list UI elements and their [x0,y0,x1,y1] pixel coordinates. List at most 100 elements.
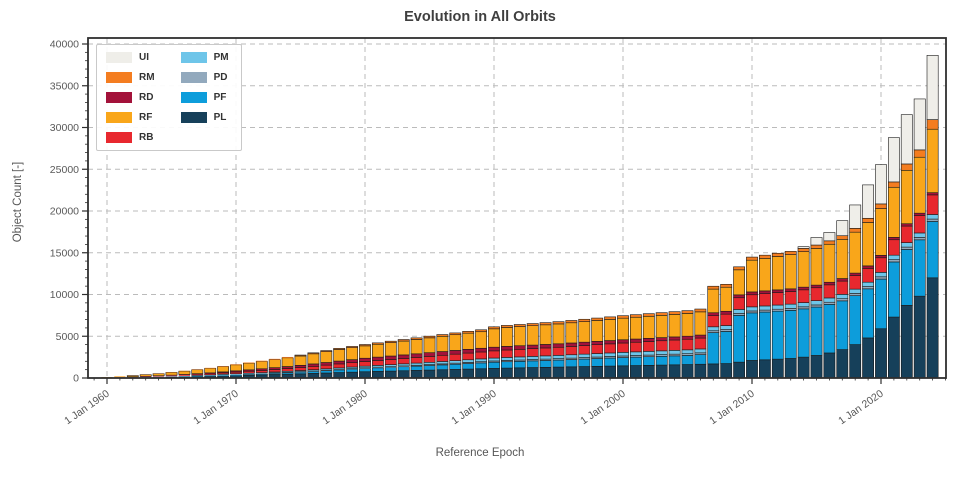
bar-segment [733,361,745,379]
bar-segment [204,372,216,374]
bar-segment [758,254,771,259]
bar-segment [604,343,616,354]
bar-segment [475,358,487,362]
bar-segment [642,341,655,352]
bar-segment [371,367,384,372]
bar-segment [423,361,436,365]
bar-segment [784,308,797,311]
bar-segment [617,365,629,379]
bar-segment [836,280,849,295]
bar-segment [230,373,242,375]
legend-swatch-PF [180,92,207,103]
bar-segment [849,293,862,296]
bar-segment [449,350,462,355]
x-tick-label: 1 Jan 2020 [836,388,886,428]
y-tick-label: 35000 [50,80,79,92]
bar-segment [436,369,449,379]
bar-segment [513,349,526,358]
bar-segment [823,304,836,354]
bar-segment [655,364,668,379]
bar-segment [900,242,913,248]
bar-segment [578,318,591,322]
bar-segment [152,373,165,377]
bar-segment [526,348,539,357]
bar-segment [410,339,423,355]
bar-segment [746,306,758,312]
bar-segment [475,351,487,360]
bar-segment [346,359,358,363]
bar-segment [668,364,681,379]
bar-segment [552,346,565,356]
bar-segment [862,222,874,267]
bar-segment [875,276,887,280]
bar-segment [733,266,745,271]
bar-segment [900,223,913,227]
bar-segment [810,287,823,301]
bar-segment [887,181,900,188]
bar-segment [410,337,423,340]
bar-segment [500,325,513,328]
bar-segment [604,357,616,367]
bar-segment [578,341,591,346]
bar-segment [784,310,797,359]
legend-swatch-RF [106,112,132,123]
legend: UI RM RD RF RB PM PD PF PL [96,44,242,151]
bar-segment [204,375,216,377]
bar-segment [694,337,707,350]
bar-segment [591,320,604,342]
y-tick-label: 5000 [56,331,80,343]
bar-segment [797,306,810,310]
bar-segment [320,362,333,366]
bar-segment [875,164,887,205]
bar-segment [642,313,655,317]
bar-segment [668,355,681,366]
bar-segment [720,286,733,312]
bar-segment [707,363,720,379]
x-tick-label: 1 Jan 1970 [191,388,241,428]
bar-segment [836,220,849,237]
bar-segment [655,350,668,355]
bar-segment [139,374,152,377]
bar-segment [539,360,552,368]
bar-segment [784,303,797,309]
bar-segment [862,286,874,290]
bar-segment [423,352,436,357]
bar-segment [384,342,397,357]
x-tick-label: 1 Jan 2000 [578,388,628,428]
bar-segment [797,248,810,252]
legend-column: PM PD PF PL [180,52,229,143]
bar-segment [204,368,217,374]
bar-segment [578,358,591,367]
bar-segment [410,357,423,364]
bar-segment [694,311,707,336]
bar-segment [681,349,694,354]
bar-segment [307,366,320,370]
bar-segment [320,350,333,352]
bar-segment [423,335,436,339]
bar-segment [642,338,655,342]
y-tick-label: 10000 [50,289,79,301]
bar-segment [513,356,526,361]
bar-segment [746,291,758,296]
bar-segment [797,251,810,288]
bar-segment [359,345,371,359]
bar-segment [604,340,616,345]
bar-segment [681,313,694,337]
bar-segment [720,283,733,288]
bar-segment [281,366,294,369]
bar-segment [500,367,513,379]
bar-segment [410,370,423,379]
bar-segment [475,362,487,370]
legend-item-RF: RF [106,112,155,123]
bar-segment [875,208,887,256]
bar-segment [604,352,616,357]
bar-segment [307,363,320,367]
bar-segment [359,361,371,367]
bar-segment [384,370,397,379]
bar-segment [849,228,862,233]
bar-segment [681,338,694,351]
chart-title: Evolution in All Orbits [404,9,556,25]
bar-segment [810,304,823,308]
bar-segment [887,186,900,238]
